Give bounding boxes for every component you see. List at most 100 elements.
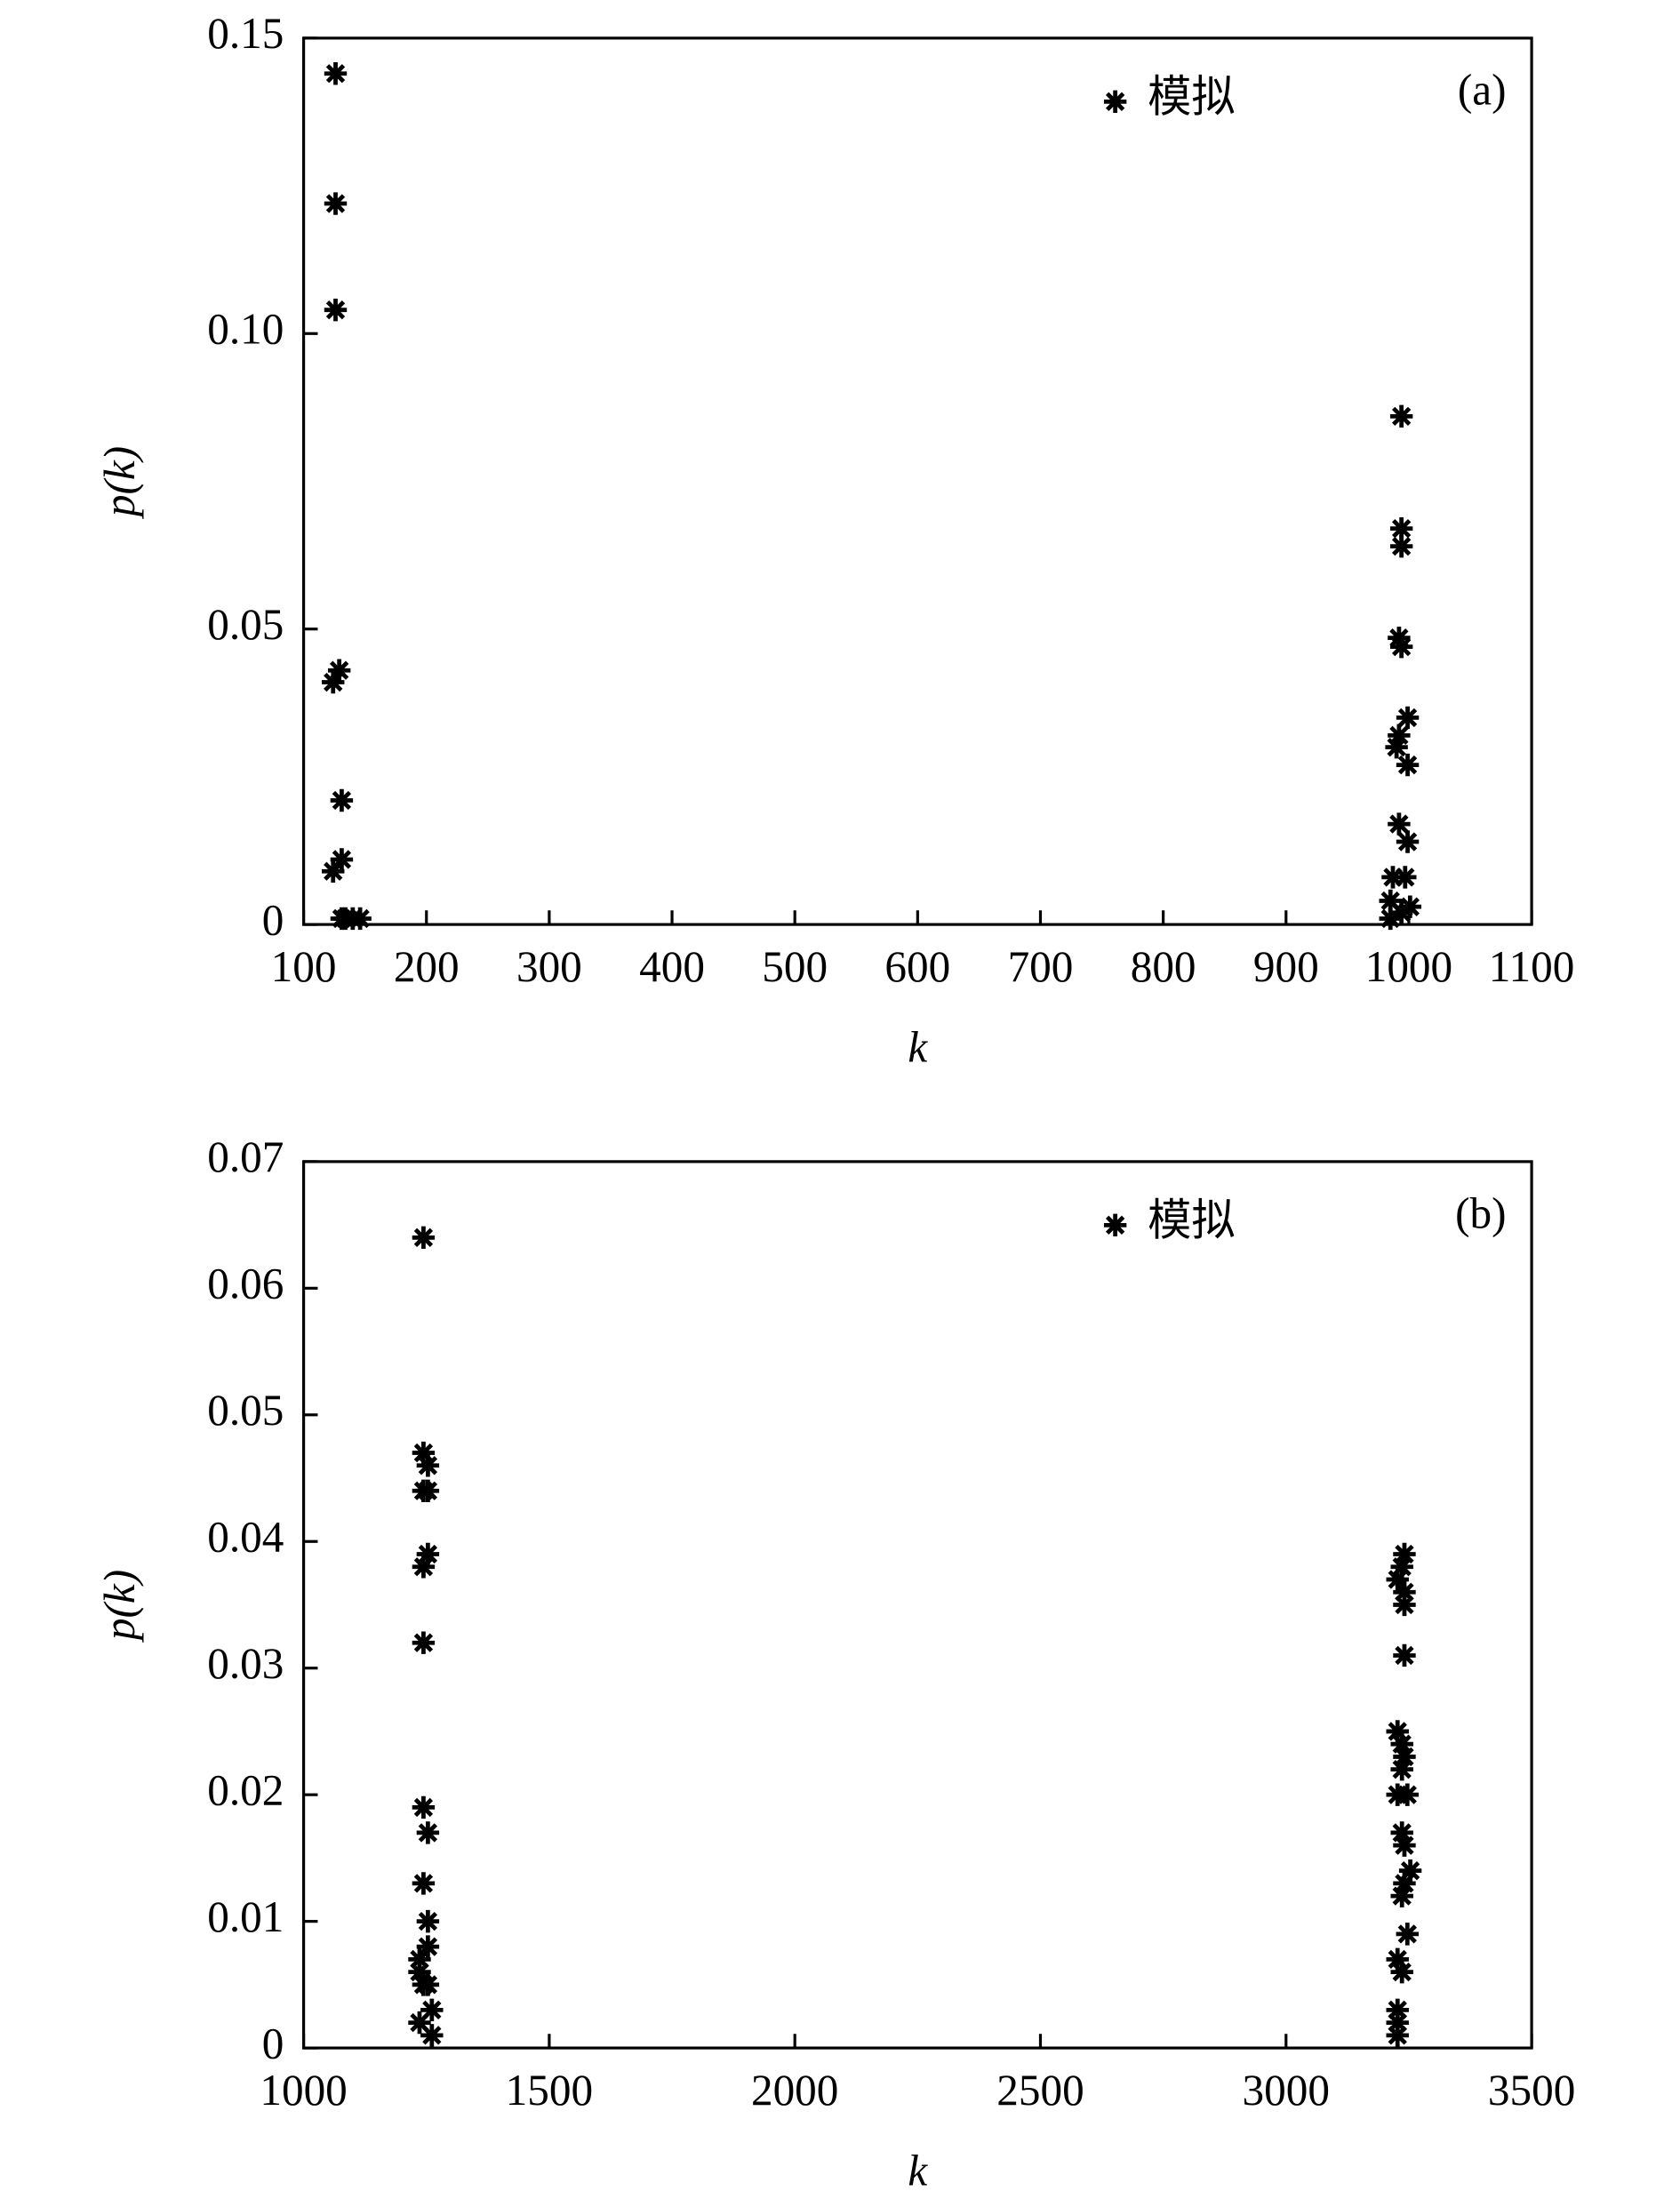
marker-shape xyxy=(416,1479,440,1502)
marker-shape xyxy=(1379,907,1402,931)
marker-shape xyxy=(1385,735,1408,759)
data-point xyxy=(322,860,345,883)
marker-shape xyxy=(420,2024,444,2047)
data-point xyxy=(1390,1821,1413,1844)
data-point xyxy=(1386,1998,1409,2022)
data-point xyxy=(1393,1580,1416,1603)
y-tick-label: 0.06 xyxy=(207,1259,284,1308)
marker-shape xyxy=(324,298,348,322)
legend-marker xyxy=(1103,90,1127,114)
data-point xyxy=(420,2024,444,2047)
data-point xyxy=(1386,1720,1409,1743)
x-tick-label: 1500 xyxy=(506,2066,593,2115)
marker-shape xyxy=(1394,866,1417,889)
marker-shape xyxy=(412,1226,436,1250)
data-point xyxy=(416,1973,440,1996)
data-point xyxy=(416,1479,440,1502)
marker-shape xyxy=(416,1935,440,1958)
data-point xyxy=(1390,1884,1413,1907)
marker-shape xyxy=(1386,1568,1409,1591)
marker-shape xyxy=(1393,1580,1416,1603)
data-point xyxy=(1393,1643,1416,1667)
y-axis-label: p(k) xyxy=(95,1570,144,1643)
legend-label: 模拟 xyxy=(1148,1196,1235,1245)
marker-shape xyxy=(1386,2024,1409,2047)
data-point xyxy=(416,1542,440,1566)
data-point xyxy=(324,192,348,215)
y-tick-label: 0.10 xyxy=(207,305,284,354)
data-point xyxy=(1396,706,1420,730)
marker-shape xyxy=(1386,1947,1409,1971)
marker-shape xyxy=(1390,1960,1413,1984)
panel-label: (a) xyxy=(1458,66,1507,115)
data-point xyxy=(1385,735,1408,759)
plot-frame xyxy=(301,1160,1533,2050)
data-point xyxy=(1386,1568,1409,1591)
marker-shape xyxy=(1388,626,1411,650)
marker-shape xyxy=(1386,1998,1409,2022)
marker-shape xyxy=(412,1441,436,1465)
x-tick-label: 3000 xyxy=(1243,2066,1330,2115)
y-axis-label: p(k) xyxy=(95,446,144,519)
data-point xyxy=(1389,635,1413,659)
x-tick-label: 3500 xyxy=(1488,2066,1575,2115)
marker-shape xyxy=(412,1631,436,1654)
marker-shape xyxy=(416,1542,440,1566)
plot-frame xyxy=(301,36,1533,926)
marker-shape xyxy=(1390,1732,1413,1755)
data-point xyxy=(412,1872,436,1895)
data-point xyxy=(1393,1593,1416,1617)
data-point xyxy=(412,1441,436,1465)
x-tick-label: 400 xyxy=(639,942,705,991)
data-point xyxy=(1388,812,1411,836)
y-tick-label: 0.04 xyxy=(207,1513,284,1562)
y-tick-label: 0.01 xyxy=(207,1892,284,1941)
y-tick-label: 0.05 xyxy=(207,1386,284,1435)
data-point xyxy=(1390,1555,1413,1579)
x-tick-label: 900 xyxy=(1253,942,1319,991)
x-tick-label: 1100 xyxy=(1489,942,1575,991)
marker-shape xyxy=(1393,1745,1416,1769)
x-tick-label: 600 xyxy=(884,942,950,991)
marker-shape xyxy=(1393,1593,1416,1617)
data-point xyxy=(1393,1745,1416,1769)
x-tick-label: 2000 xyxy=(751,2066,838,2115)
data-point xyxy=(408,1960,431,1984)
marker-shape xyxy=(1390,1757,1413,1781)
x-tick-label: 300 xyxy=(516,942,582,991)
marker-shape xyxy=(1396,1923,1419,1946)
y-tick-label: 0.15 xyxy=(207,9,284,58)
data-point xyxy=(1379,907,1402,931)
marker-shape xyxy=(1393,1872,1416,1895)
data-point xyxy=(1386,1947,1409,1971)
marker-shape xyxy=(1396,753,1420,777)
data-point xyxy=(1394,866,1417,889)
marker-shape xyxy=(330,848,354,871)
marker-shape xyxy=(1396,830,1420,853)
data-point xyxy=(1386,2011,1409,2035)
data-point xyxy=(412,1555,436,1579)
legend-label: 模拟 xyxy=(1148,73,1235,122)
data-point xyxy=(1388,626,1411,650)
marker-shape xyxy=(1393,1834,1416,1857)
x-axis-label: k xyxy=(908,1022,928,1071)
data-point xyxy=(1390,1757,1413,1781)
data-point xyxy=(1390,1732,1413,1755)
marker-shape xyxy=(1398,1859,1422,1883)
data-point xyxy=(408,2011,431,2035)
data-point xyxy=(322,670,345,694)
y-tick-label: 0 xyxy=(262,895,284,944)
data-point xyxy=(327,659,351,682)
marker-shape xyxy=(1396,706,1420,730)
data-point xyxy=(1396,830,1420,853)
marker-shape xyxy=(322,860,345,883)
marker-shape xyxy=(1393,1643,1416,1667)
y-tick-label: 0.05 xyxy=(207,600,284,649)
x-tick-label: 500 xyxy=(762,942,828,991)
data-point xyxy=(416,1935,440,1958)
marker-shape xyxy=(1388,812,1411,836)
data-point xyxy=(412,1226,436,1250)
marker-shape xyxy=(408,1960,431,1984)
data-point xyxy=(416,1909,440,1933)
